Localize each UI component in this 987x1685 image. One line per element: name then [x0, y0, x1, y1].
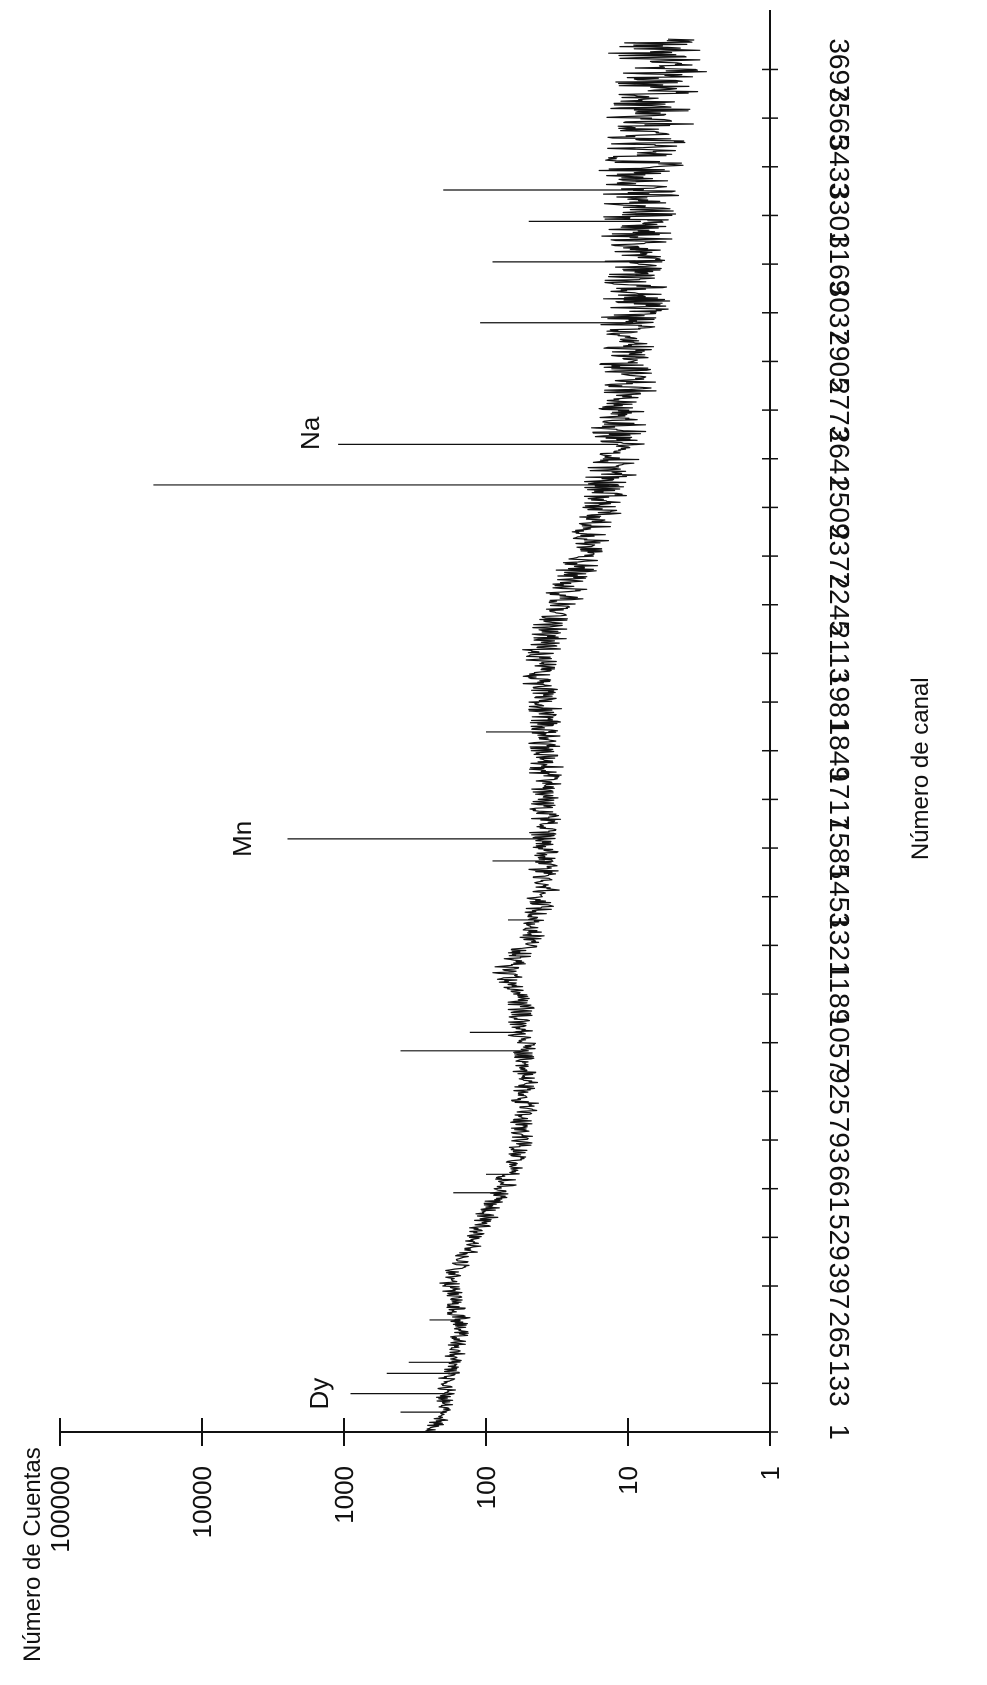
x-tick-label: 3565: [824, 87, 855, 149]
y-ticks-group: 1 10 100 1000 10000 100000: [45, 1418, 785, 1553]
x-tick-label: 1453: [824, 866, 855, 928]
x-tick-label: 265: [824, 1311, 855, 1358]
x-tick-label: 133: [824, 1360, 855, 1407]
y-tick-label: 10: [613, 1466, 643, 1495]
peak-annotation: Dy: [304, 1378, 334, 1410]
spectrum-line: [424, 38, 707, 1433]
x-tick-label: 3433: [824, 136, 855, 198]
x-tick-label: 1: [824, 1424, 855, 1440]
x-axis-title: Número de canal: [907, 677, 934, 860]
annotations-group: Dy Mn Na: [227, 416, 334, 1409]
x-tick-label: 529: [824, 1214, 855, 1261]
peak-annotation: Na: [295, 416, 325, 450]
x-tick-label: 2641: [824, 428, 855, 490]
x-tick-label: 1057: [824, 1012, 855, 1074]
y-tick-label: 100: [471, 1466, 501, 1509]
x-tick-label: 1981: [824, 671, 855, 733]
peak-annotation: Mn: [227, 821, 257, 857]
axes-group: [60, 10, 771, 1433]
x-tick-label: 925: [824, 1068, 855, 1115]
y-tick-label: 1: [755, 1466, 785, 1480]
x-tick-label: 3169: [824, 233, 855, 295]
x-tick-label: 1585: [824, 817, 855, 879]
y-tick-label: 100000: [45, 1466, 75, 1553]
x-tick-label: 1321: [824, 914, 855, 976]
rotated-plot-group: 1 133265397529661793925105711891321145315…: [19, 10, 934, 1662]
x-tick-label: 1849: [824, 720, 855, 782]
y-tick-label: 10000: [187, 1466, 217, 1538]
x-tick-label: 3697: [824, 38, 855, 100]
x-tick-label: 2773: [824, 379, 855, 441]
y-tick-label: 1000: [329, 1466, 359, 1524]
peaks-group: [153, 189, 642, 1413]
x-ticks-group: 1 133265397529661793925105711891321145315…: [762, 38, 855, 1440]
x-tick-label: 2377: [824, 525, 855, 587]
x-tick-label: 793: [824, 1117, 855, 1164]
y-axis-title: Número de Cuentas: [19, 1447, 46, 1662]
x-tick-label: 3301: [824, 184, 855, 246]
x-tick-label: 2245: [824, 574, 855, 636]
x-tick-label: 2509: [824, 476, 855, 538]
x-tick-label: 3037: [824, 282, 855, 344]
x-tick-label: 2905: [824, 330, 855, 392]
x-tick-label: 661: [824, 1165, 855, 1212]
x-tick-label: 1717: [824, 768, 855, 830]
x-tick-label: 397: [824, 1263, 855, 1310]
x-tick-label: 1189: [824, 964, 855, 1024]
x-tick-label: 2113: [824, 623, 855, 683]
